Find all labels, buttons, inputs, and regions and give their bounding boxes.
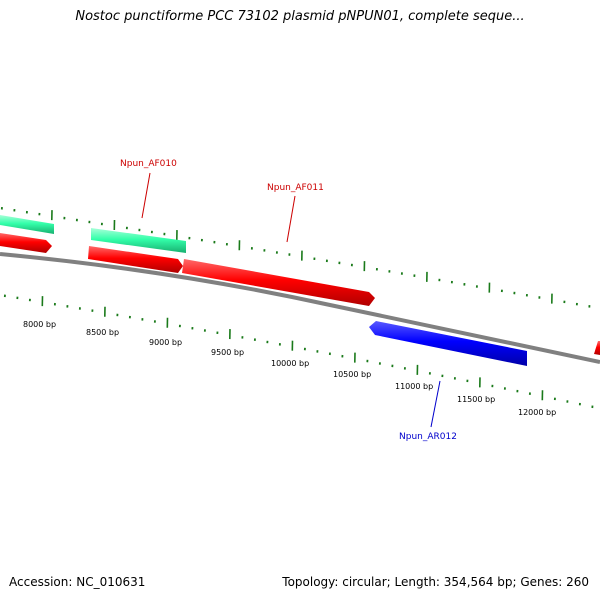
gene-label-ar012[interactable]: Npun_AR012 [399, 432, 457, 442]
gene-feature-af009[interactable] [0, 215, 54, 234]
topology-summary-text: Topology: circular; Length: 354,564 bp; … [282, 575, 589, 589]
scale-label: 8000 bp [23, 320, 56, 329]
cds-feature-af009[interactable] [0, 233, 52, 253]
cds-feature-af013[interactable] [594, 341, 600, 355]
scale-label: 9000 bp [149, 338, 182, 347]
outer-tick-ring [0, 207, 591, 308]
scale-label: 11000 bp [395, 382, 433, 391]
inner-tick-ring [3, 294, 594, 409]
scale-label: 11500 bp [457, 395, 495, 404]
scale-label: 10500 bp [333, 370, 371, 379]
label-leader-af011 [286, 195, 296, 243]
cds-feature-af011[interactable] [182, 259, 375, 306]
label-leader-ar012 [430, 380, 441, 428]
scale-label: 12000 bp [518, 408, 556, 417]
scale-label: 8500 bp [86, 328, 119, 337]
scale-label: 9500 bp [211, 348, 244, 357]
plasmid-backbone [0, 252, 600, 364]
gene-label-af011[interactable]: Npun_AF011 [267, 183, 324, 193]
scale-label: 10000 bp [271, 359, 309, 368]
map-title: Nostoc punctiforme PCC 73102 plasmid pNP… [75, 9, 525, 24]
accession-text: Accession: NC_010631 [9, 575, 146, 589]
gene-label-af010[interactable]: Npun_AF010 [120, 159, 177, 169]
cds-feature-ar012[interactable] [369, 321, 527, 366]
cds-feature-af010[interactable] [88, 246, 183, 273]
label-leader-af010 [141, 172, 151, 219]
gene-feature-af010[interactable] [91, 228, 186, 253]
